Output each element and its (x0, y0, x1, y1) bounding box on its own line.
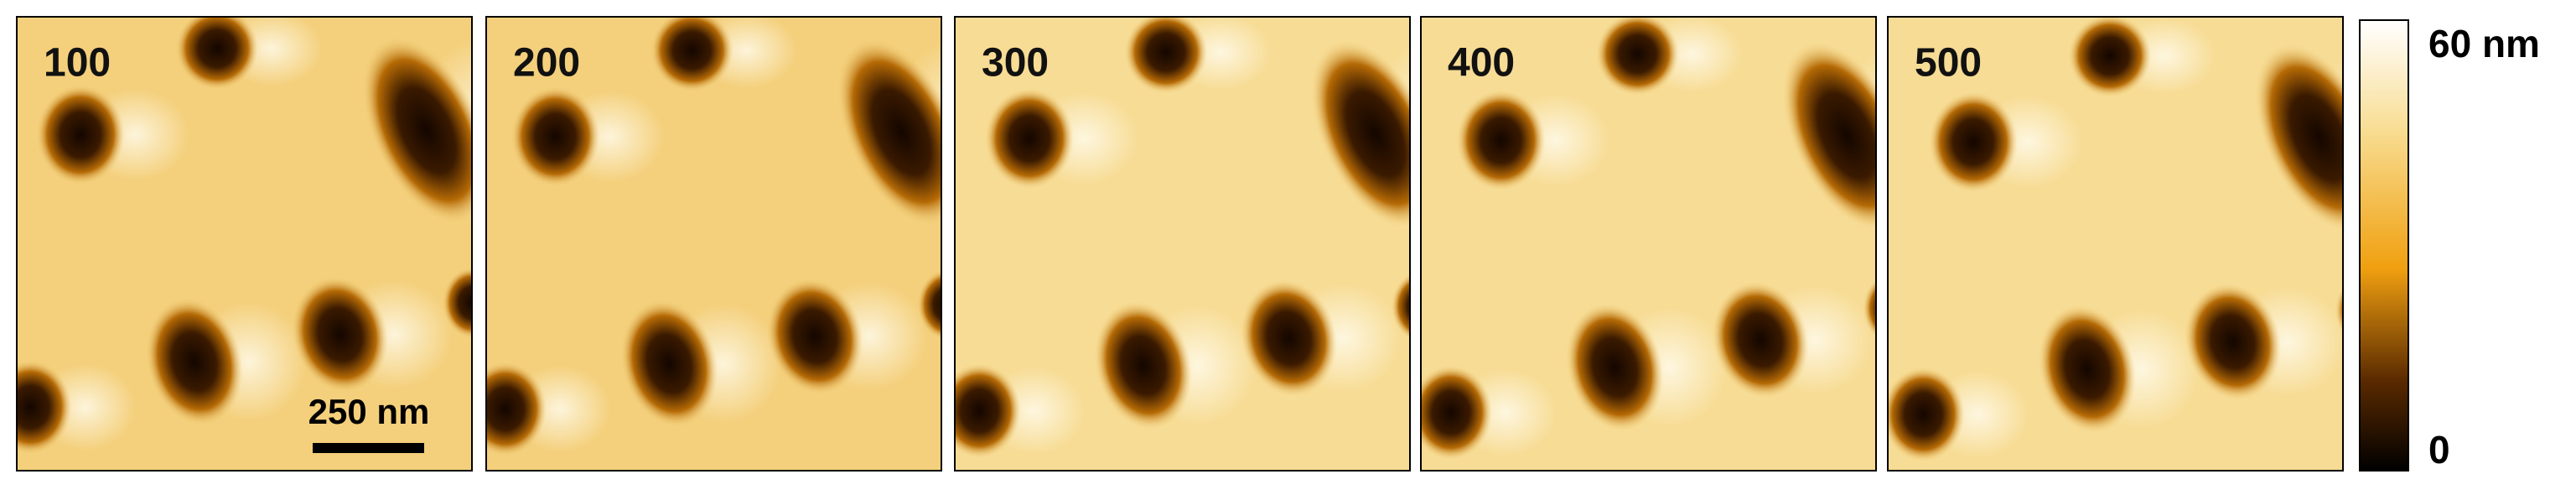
pit (620, 300, 718, 428)
colorbar-min-label: 0 (2428, 428, 2450, 472)
pit (1456, 90, 1546, 190)
afm-panel: 300 (954, 16, 1411, 472)
panel-label: 500 (1915, 41, 1982, 86)
colorbar-max-label: 60 nm (2428, 22, 2540, 65)
pit (1863, 279, 1876, 338)
afm-panel: 500 (1887, 16, 2344, 472)
pit (985, 88, 1074, 189)
afm-image (1421, 17, 1876, 471)
pit (917, 269, 941, 340)
pit (1241, 279, 1338, 397)
pit (837, 38, 941, 227)
panel-border (485, 16, 942, 472)
pit (2335, 286, 2343, 334)
pit (1712, 281, 1809, 399)
panel-border (16, 16, 473, 472)
scale-bar-label: 250 nm (308, 392, 430, 431)
panels: 100 200 300 400 500 250 nm (16, 16, 2344, 472)
pit (1311, 39, 1410, 228)
afm-panel: 100 (16, 16, 473, 472)
pit (650, 17, 733, 92)
pit (486, 362, 547, 456)
pit (2068, 17, 2152, 97)
pit (2185, 283, 2282, 400)
pit (1782, 42, 1876, 230)
pit (1421, 365, 1493, 460)
pit (2255, 44, 2343, 232)
pit (175, 17, 259, 91)
pit (2038, 305, 2136, 433)
afm-panel: 200 (485, 16, 942, 472)
afm-image (486, 17, 941, 471)
pit (766, 278, 863, 395)
pit (442, 267, 472, 339)
afm-image (955, 17, 1410, 471)
pit (36, 84, 125, 185)
panel-label: 100 (44, 41, 111, 86)
pit (1391, 273, 1410, 340)
panel-label: 300 (982, 41, 1049, 86)
panel-label: 200 (513, 41, 580, 86)
pit (955, 363, 1021, 458)
panel-border (1420, 16, 1877, 472)
pit (511, 86, 600, 187)
pit (1094, 301, 1192, 430)
panel-label: 400 (1448, 41, 1515, 86)
pit (292, 276, 389, 393)
afm-image (17, 17, 472, 471)
panel-border (954, 16, 1411, 472)
pit (362, 36, 472, 224)
afm-image (1888, 17, 2343, 471)
pit (1566, 303, 1664, 431)
panel-border (1887, 16, 2344, 472)
pit (145, 298, 243, 426)
pit (17, 360, 72, 455)
pit (1596, 17, 1679, 96)
colorbar (2359, 19, 2409, 472)
pit (1929, 91, 2019, 193)
pit (1888, 367, 1965, 462)
afm-panel: 400 (1420, 16, 1877, 472)
pit (1124, 17, 1208, 94)
